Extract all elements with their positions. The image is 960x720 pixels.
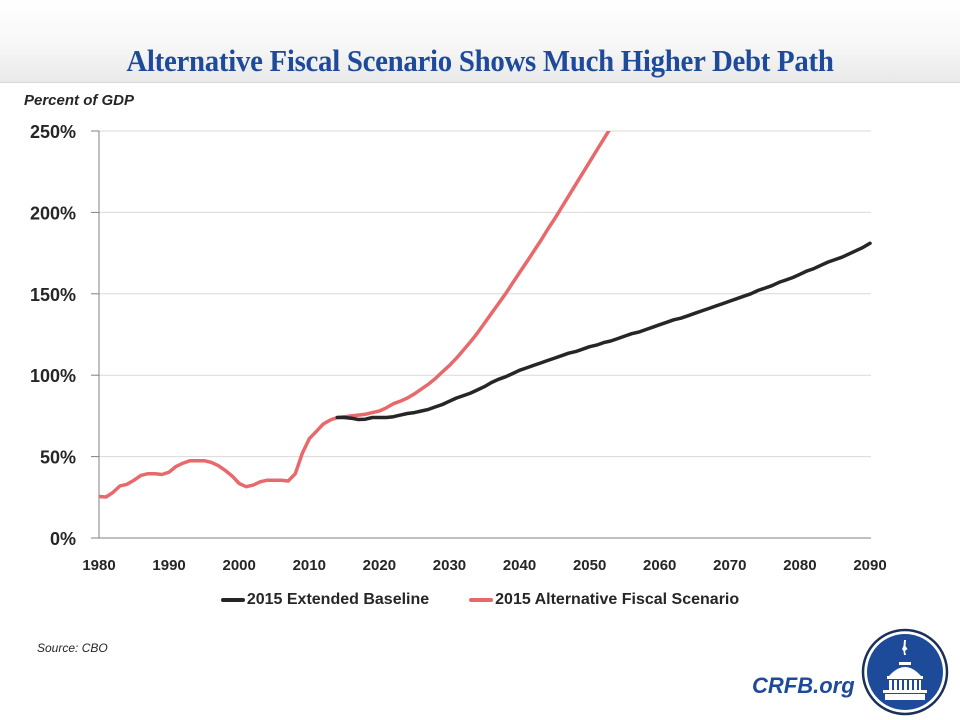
axes bbox=[91, 130, 871, 539]
gridlines bbox=[99, 130, 871, 458]
y-tick-label: 200% bbox=[30, 203, 76, 223]
x-tick-label: 2090 bbox=[853, 557, 886, 574]
y-tick-label: 150% bbox=[30, 285, 76, 305]
x-tick-label: 2020 bbox=[363, 557, 396, 574]
chart-title: Alternative Fiscal Scenario Shows Much H… bbox=[126, 43, 834, 78]
x-tick-label: 1990 bbox=[152, 557, 185, 574]
y-tick-label: 0% bbox=[50, 529, 76, 549]
x-tick-label: 2070 bbox=[713, 557, 746, 574]
x-tick-label: 2050 bbox=[573, 557, 606, 574]
source-note: Source: CBO bbox=[37, 641, 108, 655]
legend-swatch-baseline bbox=[220, 598, 245, 602]
x-tick-label: 2030 bbox=[433, 557, 466, 574]
x-tick-label: 2080 bbox=[783, 557, 816, 574]
y-tick-label: 100% bbox=[30, 366, 76, 386]
y-axis-label: Percent of GDP bbox=[24, 92, 135, 109]
chart-legend: 2015 Extended Baseline 2015 Alternative … bbox=[0, 591, 960, 609]
x-tick-label: 2060 bbox=[643, 557, 676, 574]
legend-item-alternative: 2015 Alternative Fiscal Scenario bbox=[469, 591, 739, 609]
x-tick-label: 2040 bbox=[503, 557, 536, 574]
y-tick-label: 50% bbox=[40, 448, 76, 468]
x-tick-label: 2010 bbox=[293, 557, 326, 574]
legend-swatch-alternative bbox=[469, 598, 494, 602]
series-line-alternative bbox=[99, 131, 611, 499]
y-tick-labels: 0% 50% 100% 150% 200% 250% bbox=[30, 122, 76, 549]
x-tick-label: 1980 bbox=[82, 557, 115, 574]
series-line-baseline bbox=[335, 241, 872, 422]
capitol-dome-logo-icon bbox=[861, 628, 949, 716]
legend-item-baseline: 2015 Extended Baseline bbox=[220, 591, 430, 609]
x-tick-label: 2000 bbox=[222, 557, 255, 574]
x-tick-labels: 1980 1990 2000 2010 2020 2030 2040 2050 2060 2070… bbox=[82, 557, 886, 574]
y-tick-label: 250% bbox=[30, 122, 76, 142]
legend-label-baseline: 2015 Extended Baseline bbox=[246, 591, 430, 608]
legend-label-alternative: 2015 Alternative Fiscal Scenario bbox=[495, 591, 740, 608]
series-lines bbox=[99, 131, 872, 499]
title-banner: Alternative Fiscal Scenario Shows Much H… bbox=[0, 0, 960, 83]
brand-link[interactable]: CRFB.org bbox=[752, 673, 855, 698]
